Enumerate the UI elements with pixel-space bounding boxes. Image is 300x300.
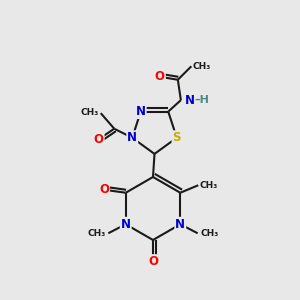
Text: N: N xyxy=(121,218,131,231)
Text: CH₃: CH₃ xyxy=(200,181,218,190)
Text: –H: –H xyxy=(194,95,209,105)
Text: S: S xyxy=(172,131,181,144)
Text: O: O xyxy=(148,255,158,268)
Text: N: N xyxy=(175,218,185,231)
Text: O: O xyxy=(94,133,103,146)
Text: CH₃: CH₃ xyxy=(200,229,218,238)
Text: CH₃: CH₃ xyxy=(193,62,211,71)
Text: CH₃: CH₃ xyxy=(88,229,106,238)
Text: O: O xyxy=(99,183,109,196)
Text: N: N xyxy=(184,94,194,107)
Text: CH₃: CH₃ xyxy=(81,108,99,117)
Text: N: N xyxy=(127,131,137,144)
Text: N: N xyxy=(136,105,146,118)
Text: O: O xyxy=(155,70,165,83)
